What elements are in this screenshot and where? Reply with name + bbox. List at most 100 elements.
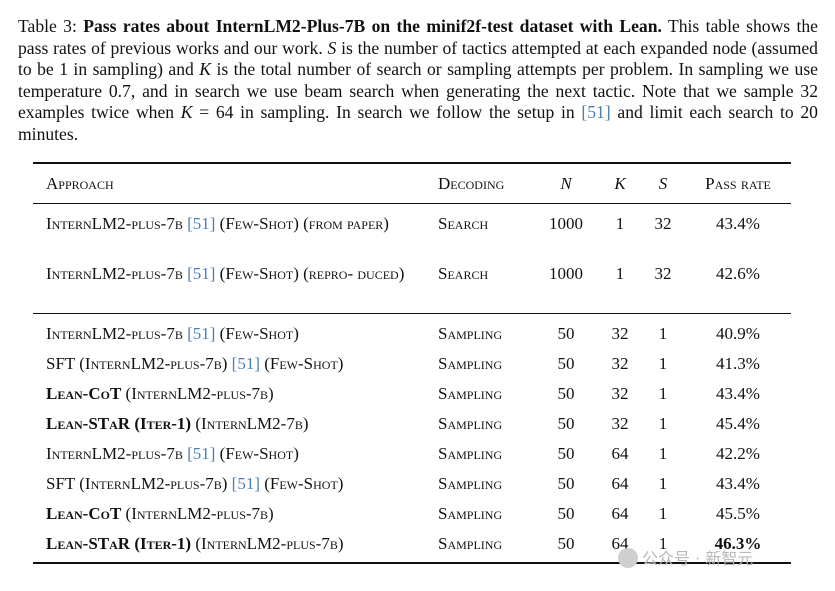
row-pass-rate: 45.4% (716, 414, 760, 433)
approach-citation-link[interactable]: [51] (231, 354, 260, 373)
approach-model: InternLM2-plus-7b (46, 324, 183, 343)
approach-suffix: (Few-Shot) (from paper) (219, 214, 389, 233)
row-s: 1 (658, 474, 668, 493)
approach-model: InternLM2-plus-7b) (84, 354, 228, 373)
approach-citation-link[interactable]: [51] (187, 264, 216, 283)
row-pass-rate: 42.2% (716, 444, 760, 463)
table-section-rule (33, 313, 791, 314)
row-approach: SFT (InternLM2-plus-7b) [51] (Few-Shot) (46, 474, 424, 494)
row-s: 32 (654, 264, 672, 283)
approach-model: InternLM2-plus-7b (46, 444, 183, 463)
row-s: 32 (654, 214, 672, 233)
row-n: 50 (557, 534, 575, 553)
watermark: 公众号 · 新智元 (618, 545, 753, 569)
row-decoding: Search (438, 264, 489, 283)
row-k: 64 (611, 444, 629, 463)
approach-citation-link[interactable]: [51] (231, 474, 260, 493)
approach-model: InternLM2-plus-7b (46, 264, 183, 283)
table-top-rule (33, 162, 791, 164)
row-s: 1 (658, 444, 668, 463)
wechat-icon (618, 548, 638, 568)
table-bottom-rule (33, 562, 791, 564)
header-decoding: Decoding (438, 174, 505, 193)
row-n: 50 (557, 504, 575, 523)
row-k: 1 (615, 214, 625, 233)
caption-eq-k: = 64 (199, 102, 234, 123)
caption-text-1: This table shows the pass rates of previ… (18, 16, 818, 58)
row-k: 1 (615, 264, 625, 283)
approach-model: InternLM2-plus-7b (46, 214, 183, 233)
row-approach: InternLM2-plus-7b [51] (Few-Shot) (from … (46, 214, 424, 234)
row-pass-rate: 43.4% (716, 474, 760, 493)
caption-label: Table 3: (18, 16, 77, 36)
row-approach: SFT (InternLM2-plus-7b) [51] (Few-Shot) (46, 354, 424, 374)
approach-method: Lean-CoT (46, 384, 122, 403)
row-n: 50 (557, 354, 575, 373)
approach-model: (InternLM2-plus-7b) (125, 504, 274, 523)
approach-model: (InternLM2-plus-7b) (125, 384, 274, 403)
row-k: 32 (611, 324, 629, 343)
row-decoding: Sampling (438, 414, 503, 433)
row-k: 64 (611, 474, 629, 493)
header-pass-rate: Pass rate (705, 174, 771, 193)
approach-suffix: (Few-Shot) (264, 354, 344, 373)
row-pass-rate: 41.3% (716, 354, 760, 373)
approach-suffix: (Few-Shot) (264, 474, 344, 493)
approach-suffix: (Few-Shot) (219, 444, 299, 463)
caption-text-3: is the total number of search or samplin… (18, 59, 818, 123)
row-s: 1 (658, 534, 668, 553)
caption-text-4: in sampling. In search we follow the set… (240, 102, 575, 123)
caption-var-k2: K (180, 102, 193, 123)
row-approach: InternLM2-plus-7b [51] (Few-Shot) (46, 444, 424, 464)
row-n: 50 (557, 324, 575, 343)
row-decoding: Sampling (438, 504, 503, 523)
approach-suffix: (Few-Shot) (219, 324, 299, 343)
row-n: 50 (557, 414, 575, 433)
watermark-text: 公众号 · 新智元 (642, 549, 754, 568)
approach-citation-link[interactable]: [51] (187, 324, 216, 343)
row-approach: Lean-CoT (InternLM2-plus-7b) (46, 384, 424, 404)
row-k: 32 (611, 414, 629, 433)
header-k: K (614, 174, 626, 193)
row-approach: Lean-STaR (Iter-1) (InternLM2-plus-7b) (46, 534, 424, 554)
row-s: 1 (658, 354, 668, 373)
row-approach: Lean-CoT (InternLM2-plus-7b) (46, 504, 424, 524)
row-decoding: Sampling (438, 474, 503, 493)
row-n: 1000 (549, 214, 583, 233)
row-approach: InternLM2-plus-7b [51] (Few-Shot) (46, 324, 424, 344)
approach-prefix: SFT ( (46, 474, 85, 493)
row-pass-rate: 43.4% (716, 384, 760, 403)
row-decoding: Sampling (438, 324, 503, 343)
approach-method: Lean-STaR (Iter-1) (46, 414, 192, 433)
row-pass-rate: 43.4% (716, 214, 760, 233)
approach-model: (InternLM2-plus-7b) (195, 534, 344, 553)
row-n: 50 (557, 474, 575, 493)
header-n: N (560, 174, 572, 193)
row-decoding: Sampling (438, 354, 503, 373)
approach-model: InternLM2-plus-7b) (84, 474, 228, 493)
caption-var-s: S (327, 37, 337, 58)
row-k: 64 (611, 504, 629, 523)
caption-citation-link[interactable]: [51] (581, 102, 611, 123)
row-s: 1 (658, 384, 668, 403)
approach-citation-link[interactable]: [51] (187, 214, 216, 233)
row-s: 1 (658, 414, 668, 433)
row-n: 50 (557, 384, 575, 403)
row-approach: Lean-STaR (Iter-1) (InternLM2-7b) (46, 414, 424, 434)
row-n: 50 (557, 444, 575, 463)
header-s: S (658, 174, 668, 193)
approach-method: Lean-CoT (46, 504, 122, 523)
approach-method: Lean-STaR (Iter-1) (46, 534, 192, 553)
row-s: 1 (658, 324, 668, 343)
approach-prefix: SFT ( (46, 354, 85, 373)
approach-model: (InternLM2-7b) (195, 414, 309, 433)
row-k: 32 (611, 354, 629, 373)
table-caption: Table 3: Pass rates about InternLM2-Plus… (18, 16, 818, 146)
row-decoding: Sampling (438, 444, 503, 463)
row-approach: InternLM2-plus-7b [51] (Few-Shot) (repro… (46, 264, 424, 284)
row-pass-rate: 46.3% (714, 534, 762, 553)
approach-citation-link[interactable]: [51] (187, 444, 216, 463)
table-header-rule (33, 203, 791, 204)
caption-text-5: and limit each search to 20 minutes. (18, 102, 818, 144)
row-decoding: Sampling (438, 384, 503, 403)
